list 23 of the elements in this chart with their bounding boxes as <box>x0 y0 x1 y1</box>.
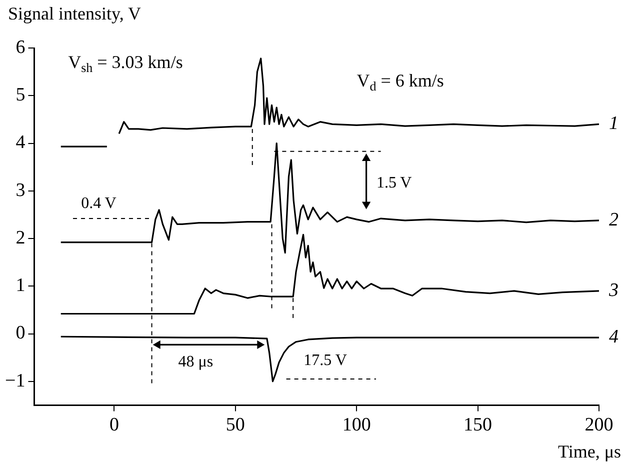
y-tick-label: 4 <box>16 132 26 154</box>
series-label: 1 <box>609 113 618 134</box>
y-tick-label: 1 <box>16 275 26 296</box>
x-axis-title: Time, μs <box>558 442 622 462</box>
x-tick-label: 0 <box>109 414 119 436</box>
y-tick-label: 2 <box>16 227 26 248</box>
annotation: 17.5 V <box>304 352 348 369</box>
y-tick-label: 3 <box>16 180 26 201</box>
y-tick-label: 6 <box>16 36 26 58</box>
y-tick-label: 5 <box>16 84 26 106</box>
y-tick-label: −1 <box>4 370 26 392</box>
y-axis-title: Signal intensity, V <box>8 4 142 24</box>
series-label: 2 <box>609 209 619 230</box>
series-label: 3 <box>608 280 618 301</box>
x-tick-label: 50 <box>226 414 245 436</box>
x-tick-label: 100 <box>342 414 371 436</box>
series-label: 4 <box>609 326 619 348</box>
y-tick-label: 0 <box>16 322 26 344</box>
x-tick-label: 200 <box>584 414 614 436</box>
x-tick-label: 150 <box>464 414 492 436</box>
annotation: 48 μs <box>178 354 214 371</box>
annotation: 0.4 V <box>81 194 117 212</box>
annotation: 1.5 V <box>376 174 412 192</box>
